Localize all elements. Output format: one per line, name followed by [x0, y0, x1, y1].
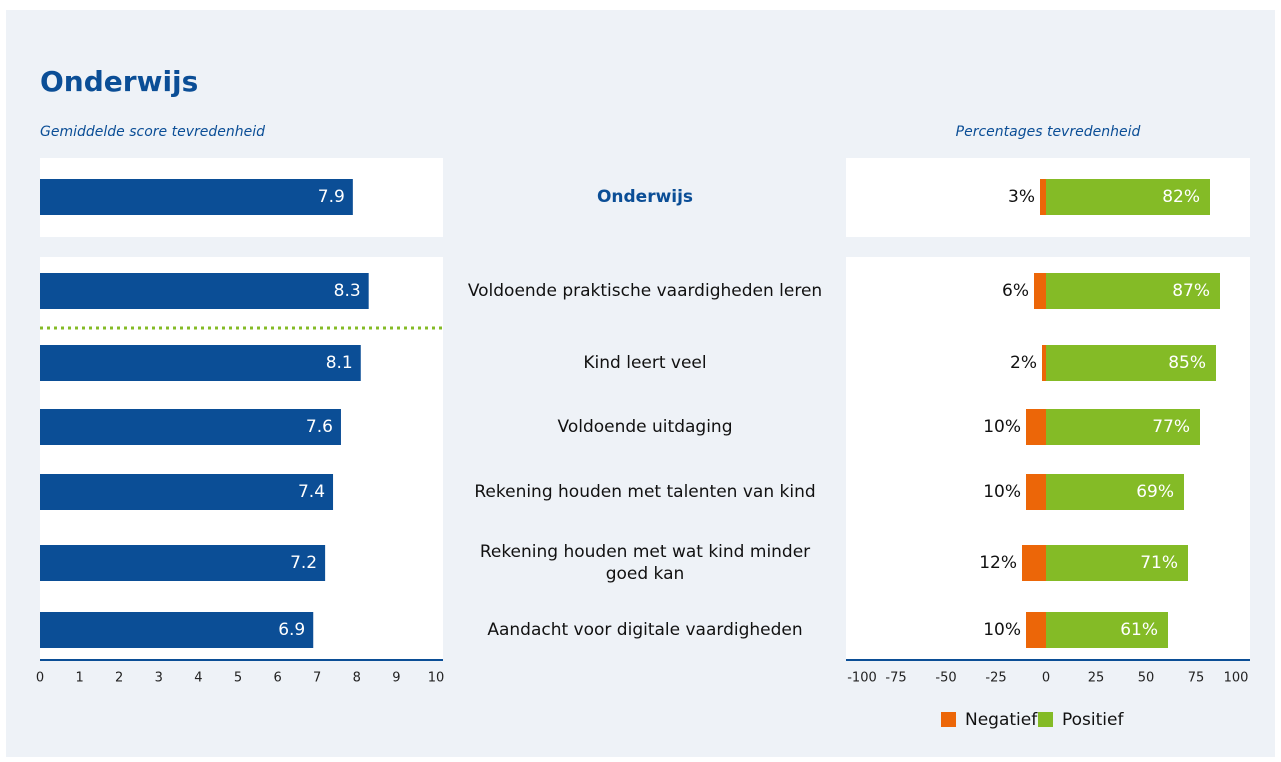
legend-label: Negatief	[965, 710, 1038, 730]
value-label: 12%	[979, 553, 1017, 573]
bar	[1046, 179, 1210, 215]
x-tick-label: 8	[353, 671, 361, 686]
value-label: 87%	[1172, 281, 1210, 301]
category-label: Voldoende praktische vaardigheden leren	[467, 281, 823, 301]
value-label: 8.3	[334, 281, 361, 301]
bar	[1026, 409, 1046, 445]
value-label: 69%	[1136, 482, 1174, 502]
bar	[1022, 545, 1046, 581]
x-tick-label: 4	[194, 671, 202, 686]
x-tick-label: 6	[273, 671, 281, 686]
x-tick-label: 100	[1224, 671, 1249, 686]
x-tick-label: 0	[1042, 671, 1050, 686]
x-tick-label: 7	[313, 671, 321, 686]
bar	[1046, 273, 1220, 309]
bar	[1046, 612, 1168, 648]
x-tick-label: -25	[985, 671, 1006, 686]
x-tick-label: 3	[155, 671, 163, 686]
bar	[1034, 273, 1046, 309]
value-label: 2%	[1010, 353, 1037, 373]
value-label: 7.6	[306, 417, 333, 437]
box	[846, 257, 1250, 660]
value-label: 7.2	[290, 553, 317, 573]
value-label: 6%	[1002, 281, 1029, 301]
bar	[40, 345, 361, 381]
category-label: Rekening houden met wat kind minder goed…	[479, 542, 811, 584]
x-tick-label: 75	[1188, 671, 1205, 686]
x-tick-label: 5	[234, 671, 242, 686]
bar	[1046, 409, 1200, 445]
category-label: Onderwijs	[596, 187, 694, 207]
x-tick-label: 25	[1088, 671, 1105, 686]
value-label: 71%	[1140, 553, 1178, 573]
chart-title: Percentages tevredenheid	[956, 124, 1141, 140]
value-label: 10%	[983, 482, 1021, 502]
bar	[40, 474, 334, 510]
value-label: 77%	[1152, 417, 1190, 437]
value-label: 7.9	[318, 187, 345, 207]
value-label: 61%	[1120, 620, 1158, 640]
bar	[1026, 612, 1046, 648]
x-tick-label: 50	[1138, 671, 1155, 686]
box	[40, 257, 443, 660]
page-title: Onderwijs	[40, 65, 198, 98]
x-tick-label: 9	[392, 671, 400, 686]
x-tick-label: 1	[75, 671, 83, 686]
value-label: 6.9	[278, 620, 305, 640]
x-tick-label: -50	[935, 671, 956, 686]
x-tick-label: 0	[36, 671, 44, 686]
bar	[1046, 545, 1188, 581]
bar	[40, 409, 341, 445]
value-label: 7.4	[298, 482, 325, 502]
legend-swatch	[941, 712, 956, 727]
bar	[1046, 345, 1216, 381]
bar	[1046, 474, 1184, 510]
bar	[40, 179, 353, 215]
x-tick-label: -75	[885, 671, 906, 686]
bar	[1026, 474, 1046, 510]
x-tick-label: 10	[428, 671, 445, 686]
value-label: 82%	[1162, 187, 1200, 207]
category-label: Aandacht voor digitale vaardigheden	[487, 620, 803, 640]
bar	[1042, 345, 1046, 381]
value-label: 85%	[1168, 353, 1206, 373]
value-label: 8.1	[326, 353, 353, 373]
category-label: Kind leert veel	[583, 353, 707, 373]
category-label: Voldoende uitdaging	[557, 417, 733, 437]
chart-title: Gemiddelde score tevredenheid	[40, 124, 265, 140]
category-label: Rekening houden met talenten van kind	[474, 482, 816, 502]
x-tick-label: -100	[847, 671, 877, 686]
value-label: 3%	[1008, 187, 1035, 207]
bar	[40, 273, 369, 309]
legend-swatch	[1038, 712, 1053, 727]
value-label: 10%	[983, 620, 1021, 640]
value-label: 10%	[983, 417, 1021, 437]
x-tick-label: 2	[115, 671, 123, 686]
bar	[40, 545, 326, 581]
bar	[1040, 179, 1046, 215]
legend-label: Positief	[1062, 710, 1124, 730]
bar	[40, 612, 314, 648]
